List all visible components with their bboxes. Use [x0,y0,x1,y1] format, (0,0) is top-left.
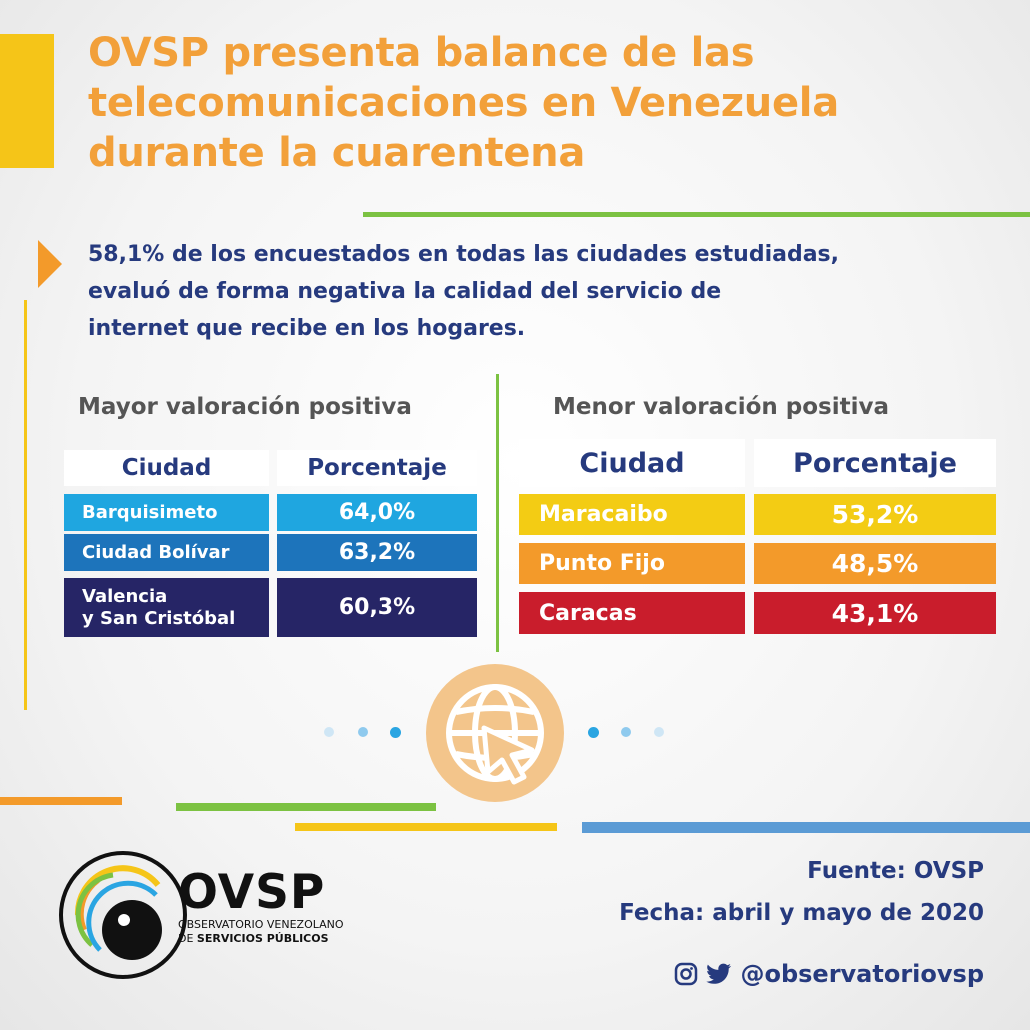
logo-name: OVSP [178,865,326,920]
logo-sub-bold: SERVICIOS PÚBLICOS [196,932,329,945]
page-title: OVSP presenta balance de las telecomunic… [88,28,988,178]
logo-subtitle: DE SERVICIOS PÚBLICOS [178,932,344,946]
highlight-line: internet que recibe en los hogares. [88,316,526,341]
left-row-city: Barquisimeto [64,494,269,531]
left-row-percent: 63,2% [277,534,477,571]
source-info: Fuente: OVSP Fecha: abril y mayo de 2020 [619,850,984,934]
title-line: durante la cuarentena [88,130,586,176]
dot-decoration-right [588,726,668,738]
green-vertical-divider [496,374,499,652]
green-line-bottom [176,803,436,811]
instagram-icon[interactable] [674,962,698,986]
title-line: telecomunicaciones en Venezuela [88,80,839,126]
logo-subtitle: OBSERVATORIO VENEZOLANO [178,918,344,931]
right-header-percent: Porcentaje [754,439,996,487]
ovsp-eye-logo-icon [59,851,187,979]
right-header-city: Ciudad [519,439,745,487]
twitter-icon[interactable] [706,963,732,985]
right-row-percent: 53,2% [754,494,996,535]
right-row-city: Punto Fijo [519,543,745,584]
right-table-title: Menor valoración positiva [553,394,890,420]
date-label: Fecha: abril y mayo de 2020 [619,900,984,926]
city-label: Valencia [82,585,168,607]
yellow-accent-bar [0,34,54,168]
highlight-line: evaluó de forma negativa la calidad del … [88,279,722,304]
title-line: OVSP presenta balance de las [88,30,755,76]
right-row-percent: 43,1% [754,592,996,634]
left-row-city: Valencia y San Cristóbal [64,578,269,637]
highlight-statement: 58,1% de los encuestados en todas las ci… [88,236,1008,347]
highlight-arrow-icon [38,240,62,288]
right-row-city: Maracaibo [519,494,745,535]
right-row-city: Caracas [519,592,745,634]
social-handle-text[interactable]: @observatoriovsp [740,960,984,988]
right-row-percent: 48,5% [754,543,996,584]
left-header-percent: Porcentaje [277,450,477,486]
blue-line-bottom [582,822,1030,833]
left-header-city: Ciudad [64,450,269,486]
left-row-percent: 64,0% [277,494,477,531]
highlight-line: 58,1% de los encuestados en todas las ci… [88,242,839,267]
logo-sub-prefix: DE [178,932,197,945]
social-handle: @observatoriovsp [674,960,984,988]
ovsp-logo-text: OVSP OBSERVATORIO VENEZOLANO DE SERVICIO… [178,868,344,946]
city-label: y San Cristóbal [82,607,236,629]
yellow-line-bottom [295,823,557,831]
source-label: Fuente: OVSP [807,858,984,884]
left-row-percent: 60,3% [277,578,477,637]
orange-line [0,797,122,805]
dot-decoration-left [324,726,404,738]
green-divider-top [363,212,1030,217]
city-label: Barquisimeto [82,501,218,523]
yellow-vertical-line [24,300,27,710]
left-table-title: Mayor valoración positiva [78,394,412,420]
left-row-city: Ciudad Bolívar [64,534,269,571]
city-label: Ciudad Bolívar [82,541,230,563]
globe-cursor-icon [426,664,564,802]
